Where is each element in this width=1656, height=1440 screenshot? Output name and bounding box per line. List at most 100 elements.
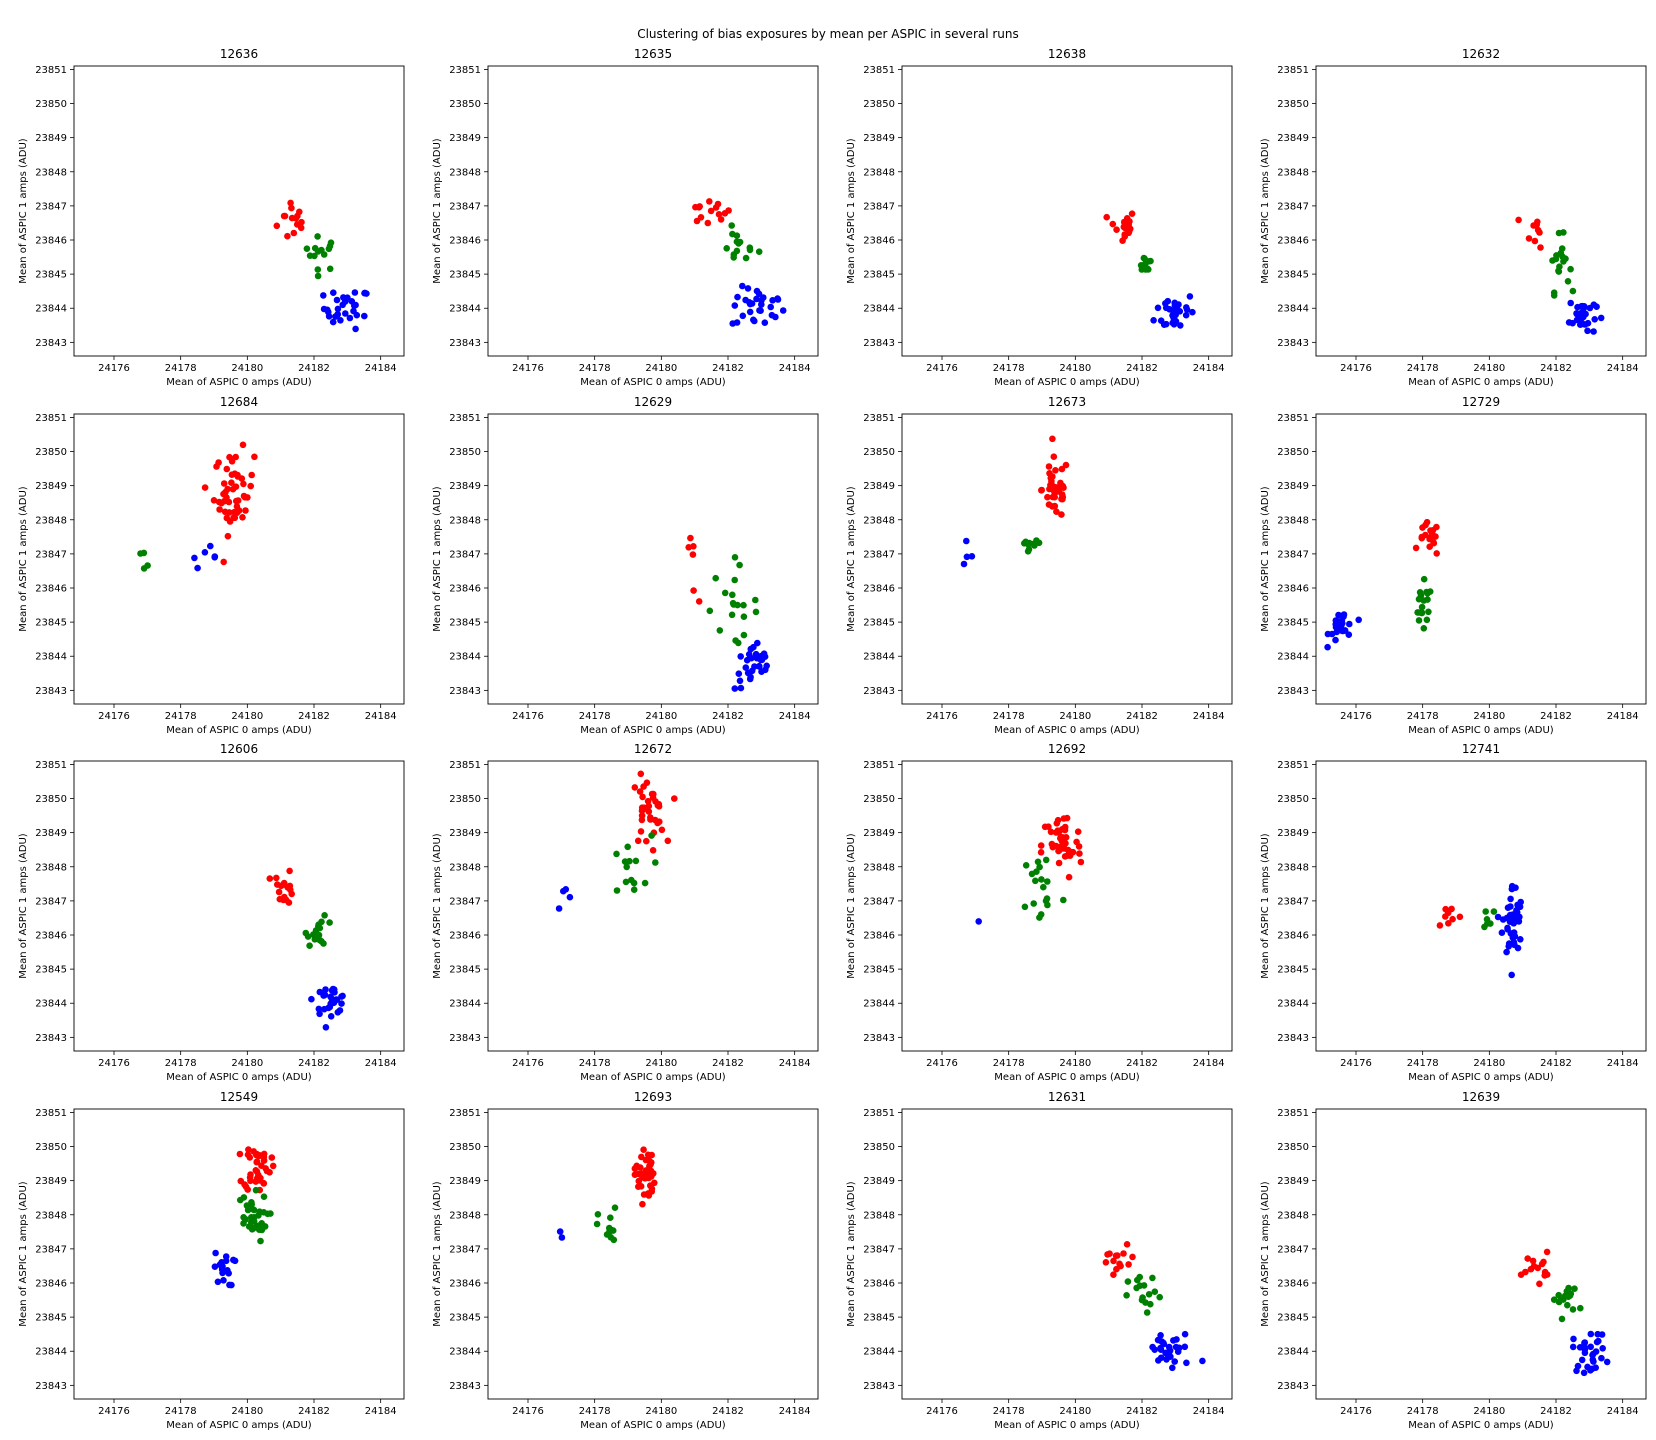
- scatter-point-blue: [1340, 613, 1347, 620]
- scatter-point-red: [213, 463, 220, 470]
- scatter-point-green: [261, 1223, 269, 1230]
- scatter-point-red: [1065, 873, 1073, 881]
- scatter-point-red: [1051, 483, 1058, 491]
- scatter-point-blue: [320, 292, 327, 299]
- scatter-point-green: [314, 233, 321, 240]
- scatter-point-green: [723, 245, 730, 252]
- scatter-point-green: [257, 1237, 264, 1245]
- x-tick-label: 24182: [712, 363, 744, 374]
- y-tick-label: 23844: [35, 304, 67, 315]
- y-axis-label: Mean of ASPIC 1 amps (ADU): [1260, 833, 1271, 978]
- scatter-point-red: [273, 874, 280, 882]
- scatter-point-green: [321, 912, 328, 919]
- x-tick-label: 24176: [1340, 363, 1372, 374]
- scatter-point-red: [233, 503, 241, 510]
- scatter-point-green: [314, 272, 322, 280]
- scatter-point-blue: [337, 317, 344, 324]
- scatter-point-blue: [1603, 1358, 1611, 1366]
- x-tick-label: 24178: [165, 1406, 197, 1417]
- scatter-point-green: [706, 607, 714, 615]
- x-tick-label: 24184: [779, 363, 811, 374]
- x-tick-label: 24178: [1407, 711, 1439, 722]
- x-tick-label: 24184: [365, 1406, 397, 1417]
- scatter-point-red: [280, 896, 287, 904]
- scatter-point-green: [735, 639, 742, 647]
- scatter-point-green: [249, 1205, 256, 1213]
- y-tick-label: 23850: [449, 447, 481, 458]
- scatter-point-blue: [1157, 1346, 1165, 1353]
- scatter-point-blue: [207, 542, 214, 550]
- subplot-title: 12638: [1048, 47, 1086, 61]
- plot-frame: [73, 413, 405, 705]
- scatter-point-blue: [746, 675, 754, 683]
- scatter-point-red: [695, 598, 703, 605]
- x-tick-label: 24180: [1473, 711, 1505, 722]
- scatter-point-green: [613, 887, 621, 894]
- scatter-point-red: [248, 471, 255, 479]
- scatter-point-red: [1038, 487, 1045, 494]
- scatter-point-red: [689, 551, 697, 558]
- scatter-point-blue: [1169, 1364, 1176, 1372]
- scatter-point-green: [1141, 260, 1149, 268]
- subplot: 12672 24176 24178 24180 24182 24184 23843 23844…: [432, 742, 819, 1083]
- subplot: 12631 24176 24178 24180 24182 24184 23843 23844…: [846, 1090, 1233, 1431]
- y-tick-label: 23849: [449, 481, 481, 492]
- plot-frame: [1315, 65, 1647, 357]
- y-tick-label: 23845: [1277, 618, 1309, 629]
- y-axis-label: Mean of ASPIC 1 amps (ADU): [1260, 486, 1271, 631]
- x-tick-label: 24184: [779, 711, 811, 722]
- y-tick-label: 23850: [863, 1142, 895, 1153]
- scatter-point-red: [286, 867, 293, 875]
- scatter-point-blue: [1584, 327, 1591, 335]
- x-axis-label: Mean of ASPIC 0 amps (ADU): [1408, 1420, 1553, 1431]
- scatter-point-green: [736, 561, 743, 569]
- subplot: 12673 24176 24178 24180 24182 24184 23843 23844…: [846, 395, 1233, 736]
- x-tick-label: 24176: [926, 1058, 958, 1069]
- scatter-point-green: [314, 266, 322, 273]
- scatter-point-green: [1555, 1298, 1563, 1306]
- scatter-point-red: [638, 812, 646, 819]
- scatter-point-green: [594, 1211, 602, 1218]
- scatter-point-blue: [746, 308, 754, 316]
- y-tick-label: 23846: [1277, 1279, 1309, 1290]
- scatter-point-green: [267, 1210, 274, 1217]
- scatter-point-green: [755, 248, 763, 255]
- scatter-point-green: [728, 611, 736, 619]
- scatter-point-red: [241, 1181, 248, 1188]
- scatter-point-red: [637, 770, 645, 778]
- scatter-point-red: [1075, 843, 1083, 850]
- scatter-point-red: [296, 208, 303, 216]
- scatter-point-blue: [1508, 971, 1515, 979]
- x-tick-label: 24182: [1126, 1058, 1158, 1069]
- scatter-point-red: [1125, 1261, 1132, 1268]
- scatter-point-green: [250, 1214, 258, 1221]
- scatter-point-red: [1543, 1271, 1551, 1278]
- scatter-point-green: [606, 1224, 613, 1232]
- scatter-point-green: [624, 843, 631, 851]
- y-tick-label: 23850: [449, 794, 481, 805]
- scatter-point-green: [243, 1202, 251, 1209]
- x-tick-label: 24182: [298, 363, 330, 374]
- x-axis-label: Mean of ASPIC 0 amps (ADU): [166, 725, 311, 736]
- scatter-point-blue: [330, 289, 337, 297]
- scatter-point-red: [258, 1162, 265, 1169]
- y-tick-label: 23848: [863, 515, 895, 526]
- scatter-point-red: [1442, 913, 1449, 920]
- scatter-point-blue: [322, 1024, 330, 1031]
- x-axis-label: Mean of ASPIC 0 amps (ADU): [580, 1420, 725, 1431]
- x-tick-label: 24180: [1059, 1058, 1091, 1069]
- x-tick-label: 24182: [1540, 1406, 1572, 1417]
- scatter-point-blue: [1160, 321, 1168, 329]
- scatter-point-blue: [1164, 297, 1172, 305]
- scatter-point-red: [1059, 495, 1066, 503]
- scatter-point-blue: [1567, 299, 1574, 307]
- y-tick-label: 23850: [1277, 99, 1309, 110]
- scatter-point-green: [1555, 229, 1563, 237]
- y-tick-label: 23848: [35, 1210, 67, 1221]
- scatter-point-blue: [1509, 919, 1516, 926]
- y-tick-label: 23849: [863, 481, 895, 492]
- scatter-point-blue: [1570, 1335, 1577, 1343]
- scatter-point-red: [256, 1177, 264, 1184]
- y-tick-label: 23848: [35, 515, 67, 526]
- scatter-point-blue: [1335, 611, 1342, 619]
